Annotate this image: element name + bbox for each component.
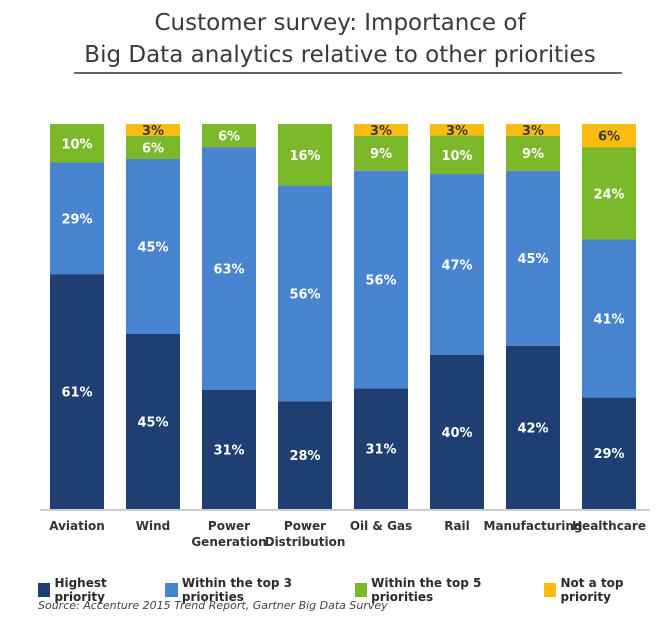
data-label: 29% xyxy=(593,447,624,462)
bar-segment xyxy=(354,170,408,389)
bar-segment xyxy=(582,124,636,148)
data-label: 3% xyxy=(370,124,392,139)
legend-item: Not a top priority xyxy=(544,576,665,604)
data-label: 31% xyxy=(213,443,244,458)
bar-segment xyxy=(202,124,256,148)
bar-segment xyxy=(430,124,484,136)
data-label: 6% xyxy=(142,141,164,156)
bar-segment xyxy=(126,159,180,334)
legend-item: Within the top 5 priorities xyxy=(354,576,528,604)
data-label: 3% xyxy=(142,124,164,139)
chart-title-line-2: Big Data analytics relative to other pri… xyxy=(84,42,596,68)
legend-item: Within the top 3 priorities xyxy=(165,576,338,604)
data-label: 31% xyxy=(365,443,396,458)
data-label: 41% xyxy=(593,312,624,327)
data-label: 28% xyxy=(289,449,320,464)
bar-segment xyxy=(202,147,256,390)
legend-label: Within the top 3 priorities xyxy=(181,576,293,604)
bar-segment xyxy=(354,124,408,136)
bar-segment xyxy=(126,135,180,159)
bar-segment xyxy=(506,345,560,509)
bar-segment xyxy=(278,185,332,402)
legend-label: Highest priority xyxy=(54,576,107,604)
legend-swatch xyxy=(544,583,557,597)
legend-label: Within the top 5 priorities xyxy=(371,576,482,604)
bar-segment xyxy=(582,147,636,240)
bar-segment xyxy=(202,389,256,509)
data-label: 63% xyxy=(213,262,244,277)
data-label: 10% xyxy=(61,137,92,152)
data-label: 61% xyxy=(61,386,92,401)
data-label: 56% xyxy=(365,274,396,289)
data-label: 45% xyxy=(137,416,168,431)
title-underline xyxy=(74,72,622,74)
legend-label: Not a top priority xyxy=(560,576,624,604)
data-label: 9% xyxy=(522,147,544,162)
bar-segment xyxy=(506,135,560,171)
bar-segment xyxy=(582,397,636,509)
source-note: Source: Accenture 2015 Trend Report, Gar… xyxy=(38,599,388,612)
bar-segment xyxy=(430,174,484,355)
x-tick-label: Wind xyxy=(136,519,170,533)
data-label: 45% xyxy=(517,252,548,267)
bar-segment xyxy=(506,124,560,136)
bar-segment xyxy=(582,239,636,398)
legend: Highest priority Within the top 3 priorit… xyxy=(38,576,665,604)
x-tick-label: Healthcare xyxy=(572,519,646,533)
data-label: 16% xyxy=(289,149,320,164)
bar-segment xyxy=(126,124,180,136)
chart-title-line-1: Customer survey: Importance of xyxy=(154,10,526,36)
x-tick-label: Power xyxy=(208,519,250,533)
data-label: 24% xyxy=(593,187,624,202)
data-label: 40% xyxy=(441,426,472,441)
bar-segment xyxy=(278,124,332,186)
bar-segment xyxy=(126,334,180,509)
x-tick-label: Distribution xyxy=(265,535,346,549)
data-label: 3% xyxy=(446,124,468,139)
x-tick-label: Power xyxy=(284,519,326,533)
x-tick-label: Oil & Gas xyxy=(350,519,412,533)
bar-segment xyxy=(50,162,104,275)
legend-swatch xyxy=(38,583,51,597)
x-tick-label: Generation xyxy=(191,535,266,549)
data-label: 29% xyxy=(61,212,92,227)
bar-segment xyxy=(430,355,484,509)
data-label: 56% xyxy=(289,287,320,302)
x-tick-label: Aviation xyxy=(49,519,105,533)
bar-segment xyxy=(50,124,104,163)
legend-swatch xyxy=(354,583,368,597)
legend-swatch xyxy=(165,583,178,597)
bar-segment xyxy=(506,170,560,346)
data-label: 42% xyxy=(517,421,548,436)
bar-segment xyxy=(50,274,104,509)
data-label: 6% xyxy=(218,130,240,145)
bar-segment xyxy=(278,401,332,509)
bar-segment xyxy=(354,135,408,171)
data-label: 47% xyxy=(441,259,472,274)
x-tick-label: Manufacturing xyxy=(484,519,583,533)
legend-item: Highest priority xyxy=(38,576,149,604)
data-label: 10% xyxy=(441,149,472,164)
data-label: 9% xyxy=(370,147,392,162)
bar-segment xyxy=(430,135,484,175)
data-label: 45% xyxy=(137,241,168,256)
data-label: 6% xyxy=(598,130,620,145)
bar-segment xyxy=(354,388,408,509)
x-tick-label: Rail xyxy=(444,519,470,533)
data-label: 3% xyxy=(522,124,544,139)
